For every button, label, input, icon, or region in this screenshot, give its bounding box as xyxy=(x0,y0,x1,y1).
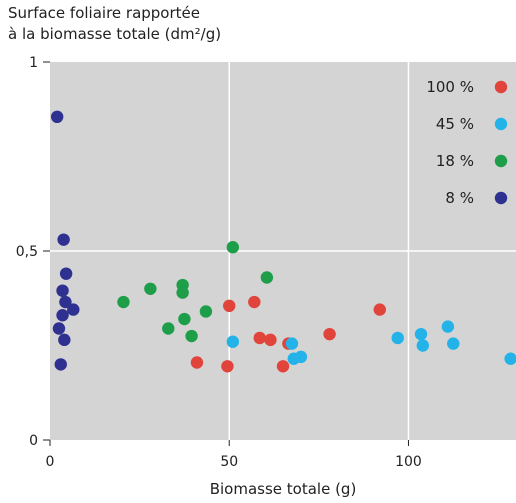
data-point xyxy=(54,358,67,371)
y-axis-title-line: à la biomasse totale (dm²/g) xyxy=(8,25,221,43)
data-point xyxy=(190,356,204,369)
x-tick-label: 100 xyxy=(395,454,422,470)
x-axis-title: Biomasse totale (g) xyxy=(210,480,357,498)
data-point xyxy=(253,331,266,345)
data-point xyxy=(391,331,404,345)
data-point xyxy=(59,267,73,280)
legend-label: 100 % xyxy=(426,78,474,96)
legend-label: 8 % xyxy=(445,189,474,207)
legend-marker xyxy=(494,80,508,94)
legend-label: 18 % xyxy=(436,152,474,170)
data-point xyxy=(185,329,198,343)
data-points xyxy=(50,110,516,373)
data-point xyxy=(56,309,69,322)
data-point xyxy=(264,333,277,347)
data-point xyxy=(144,282,157,295)
data-point xyxy=(226,241,240,254)
data-point xyxy=(50,110,64,124)
x-tick-label: 50 xyxy=(220,454,238,470)
y-tick-label: 0,5 xyxy=(16,244,38,260)
data-point xyxy=(416,339,429,352)
data-point xyxy=(199,305,213,318)
data-point xyxy=(226,335,240,348)
x-tick-label: 0 xyxy=(46,454,55,470)
legend-marker xyxy=(494,154,508,168)
data-point xyxy=(447,337,460,350)
y-axis-title: Surface foliaire rapportée à la biomasse … xyxy=(8,4,221,43)
data-point xyxy=(504,352,516,365)
data-point xyxy=(441,320,455,333)
legend-marker xyxy=(494,191,508,205)
legend: 100 % 45 % 18 % 8 % xyxy=(426,78,508,207)
data-point xyxy=(176,286,189,299)
y-tick-label: 1 xyxy=(29,55,38,71)
data-point xyxy=(248,295,261,309)
data-point xyxy=(117,295,130,309)
data-point xyxy=(294,350,308,364)
data-point xyxy=(178,312,191,326)
data-point xyxy=(223,299,236,313)
data-point xyxy=(58,333,71,347)
data-point xyxy=(414,327,428,341)
data-point xyxy=(221,360,234,373)
data-point xyxy=(59,295,72,309)
y-tick-label: 0 xyxy=(29,433,38,449)
data-point xyxy=(323,327,336,341)
data-point xyxy=(260,271,274,284)
data-point xyxy=(67,303,80,316)
data-point xyxy=(373,303,386,316)
y-axis-title-line: Surface foliaire rapportée xyxy=(8,4,200,22)
data-point xyxy=(276,360,290,373)
legend-marker xyxy=(494,117,508,131)
legend-label: 45 % xyxy=(436,115,474,133)
data-point xyxy=(162,322,175,335)
data-point xyxy=(56,284,69,297)
data-point xyxy=(57,233,70,246)
data-point xyxy=(52,322,66,335)
axes: 0 0,5 1 0 50 100 xyxy=(16,55,422,470)
data-point xyxy=(285,337,299,350)
